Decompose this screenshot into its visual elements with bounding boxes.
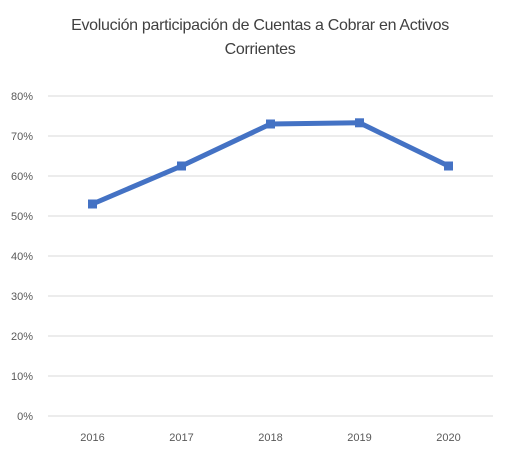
x-tick-label: 2018 (258, 432, 282, 444)
y-tick-label: 0% (17, 411, 33, 423)
y-tick-label: 80% (11, 91, 33, 103)
data-points (88, 118, 453, 209)
x-tick-label: 2020 (436, 432, 460, 444)
x-tick-label: 2016 (80, 432, 104, 444)
series-line (90, 120, 451, 207)
chart-title: Evolución participación de Cuentas a Cob… (71, 17, 449, 58)
y-tick-label: 30% (11, 291, 33, 303)
data-point-marker (355, 118, 364, 128)
y-tick-label: 50% (11, 211, 33, 223)
x-axis-tick-labels: 2016 2017 2018 2019 2020 (80, 432, 460, 444)
gridlines (48, 95, 493, 417)
y-tick-label: 10% (11, 371, 33, 383)
y-tick-label: 20% (11, 331, 33, 343)
data-point-marker (88, 199, 97, 209)
y-tick-label: 70% (11, 131, 33, 143)
data-point-marker (444, 161, 453, 171)
x-tick-label: 2019 (347, 432, 371, 444)
data-point-marker (266, 119, 275, 129)
series-line-layer (90, 120, 451, 207)
x-tick-label: 2017 (169, 432, 193, 444)
y-axis-tick-labels: 0% 10% 20% 30% 40% 50% 60% 70% 80% (11, 91, 33, 423)
data-point-marker (177, 161, 186, 171)
y-tick-label: 60% (11, 171, 33, 183)
y-tick-label: 40% (11, 251, 33, 263)
